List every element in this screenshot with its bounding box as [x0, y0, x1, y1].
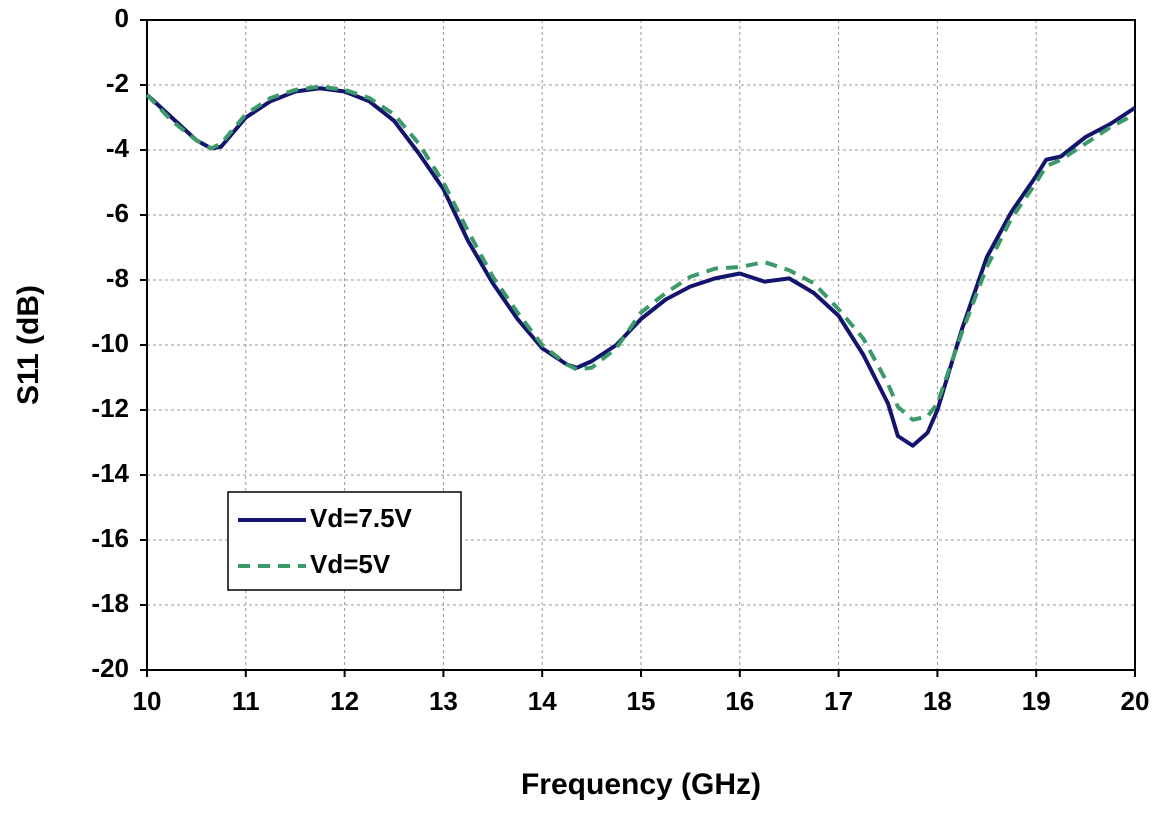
x-tick-label: 14 [528, 686, 557, 716]
x-tick-label: 19 [1022, 686, 1051, 716]
y-tick-label: -8 [106, 263, 129, 293]
x-tick-label: 20 [1121, 686, 1150, 716]
y-tick-label: -10 [91, 328, 129, 358]
y-tick-label: -2 [106, 68, 129, 98]
x-tick-label: 11 [232, 686, 260, 716]
x-axis-title: Frequency (GHz) [521, 768, 761, 801]
x-tick-label: 12 [330, 686, 359, 716]
plot-frame [146, 19, 1136, 671]
y-tick-label: -20 [91, 653, 129, 683]
legend-label: Vd=7.5V [310, 503, 413, 533]
series-line [145, 84, 1136, 422]
y-tick-label: -12 [91, 393, 129, 423]
x-tick-label: 17 [824, 686, 853, 716]
y-tick-label: -14 [91, 458, 129, 488]
x-tick-label: 16 [725, 686, 754, 716]
y-tick-label: -6 [106, 198, 129, 228]
x-tick-label: 10 [133, 686, 162, 716]
y-tick-label: -4 [106, 133, 130, 163]
legend-label: Vd=5V [310, 549, 391, 579]
legend-box [227, 491, 462, 591]
x-tick-label: 15 [627, 686, 656, 716]
y-tick-label: -16 [91, 523, 129, 553]
x-tick-label: 13 [429, 686, 458, 716]
y-axis-title: S11 (dB) [12, 285, 45, 405]
y-tick-label: 0 [115, 3, 129, 33]
y-tick-label: -18 [91, 588, 129, 618]
x-tick-label: 18 [923, 686, 952, 716]
